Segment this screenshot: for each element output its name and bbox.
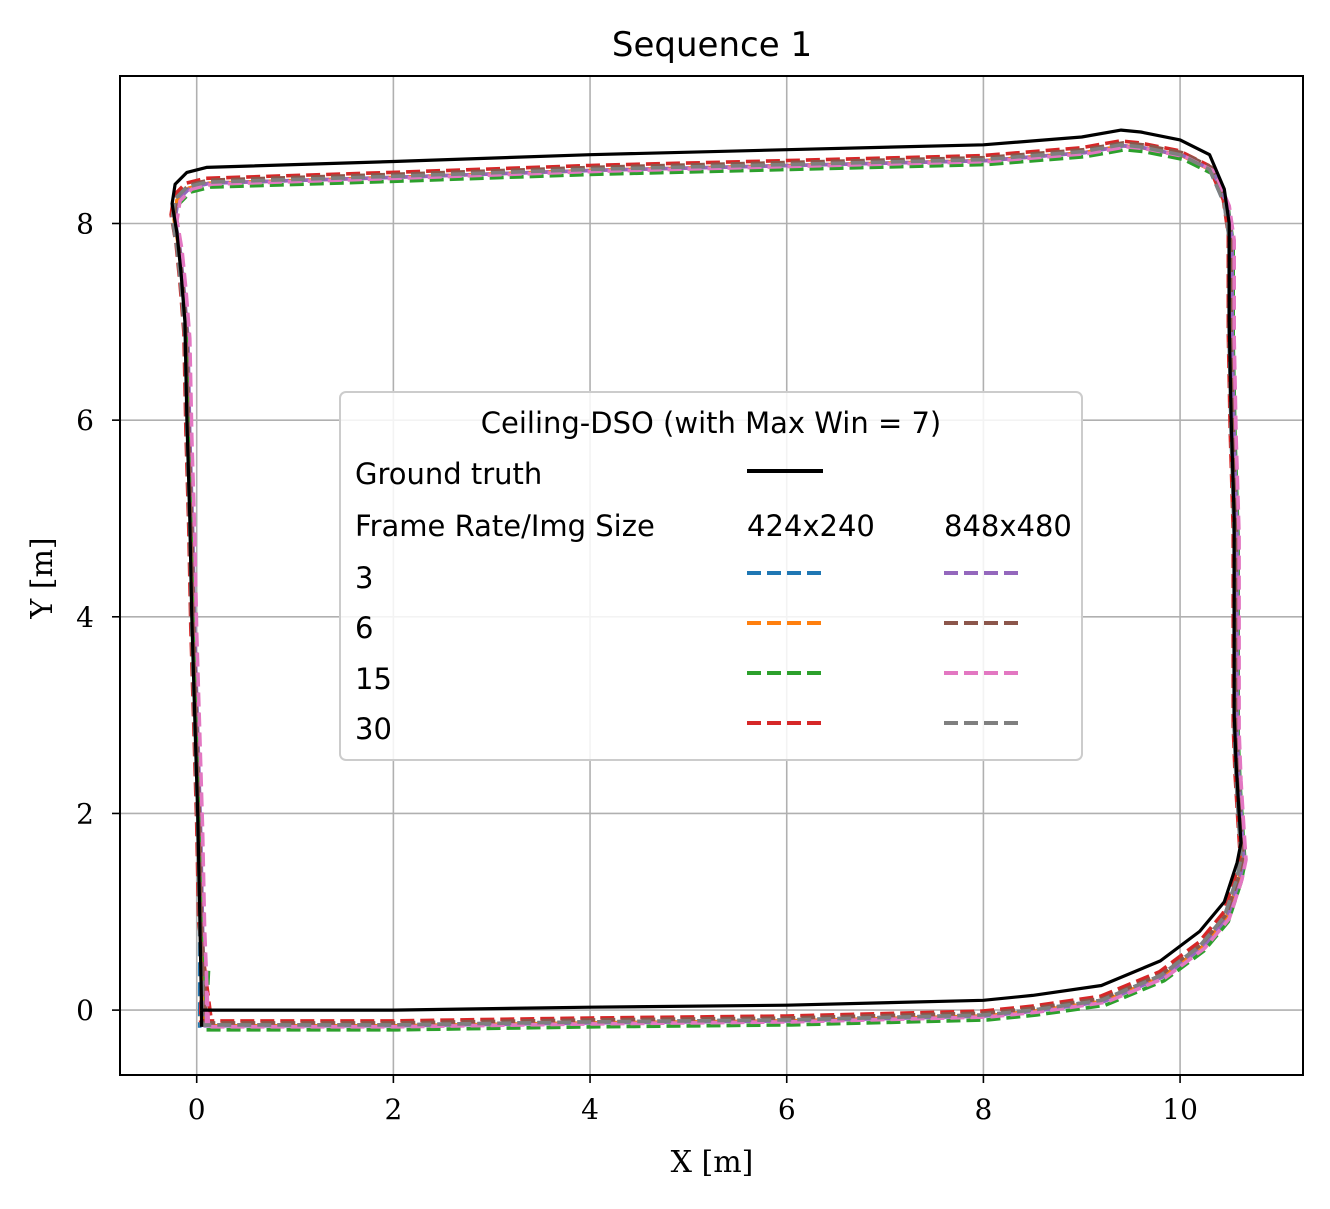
ground-truth-line — [170, 128, 1243, 1012]
x-axis-label: X [m] — [671, 1145, 754, 1180]
y-tick-label: 0 — [76, 994, 94, 1027]
y-tick-label: 4 — [76, 601, 94, 634]
x-tick-label: 0 — [188, 1093, 206, 1126]
legend-row-6: 6 — [355, 611, 373, 645]
x-tick-label: 10 — [1162, 1093, 1198, 1126]
ground-truth-layer — [170, 128, 1243, 1027]
legend-column-424x240: 424x240 — [747, 509, 875, 543]
legend-column-848x480: 848x480 — [944, 509, 1072, 543]
series-line-15-848x480 — [175, 145, 1248, 1029]
legend-ground-truth-label: Ground truth — [355, 457, 542, 491]
y-tick-label: 8 — [76, 207, 94, 240]
legend-row-15: 15 — [355, 662, 392, 696]
y-tick-label: 6 — [76, 404, 94, 437]
x-tick-label: 6 — [778, 1093, 796, 1126]
legend-row-30: 30 — [355, 712, 392, 746]
legend-title: Ceiling-DSO (with Max Win = 7) — [481, 406, 942, 440]
plot-frame — [119, 75, 1304, 1076]
x-tick-label: 8 — [974, 1093, 992, 1126]
series-layer — [169, 139, 1248, 1032]
y-tick-label: 2 — [76, 797, 94, 830]
legend-header-label: Frame Rate/Img Size — [355, 509, 655, 543]
y-axis: 0 2 4 6 8 — [76, 207, 120, 1027]
legend-swatches — [747, 571, 1020, 725]
series-line-30-848x480 — [170, 143, 1243, 1027]
legend: Ceiling-DSO (with Max Win = 7) Ground tr… — [339, 391, 1083, 761]
legend-row-3: 3 — [355, 561, 373, 595]
x-axis: 0 2 4 6 8 10 — [188, 1075, 1198, 1126]
y-axis-label: Y [m] — [25, 537, 60, 619]
x-tick-label: 4 — [581, 1093, 599, 1126]
legend-box — [339, 391, 1083, 761]
x-tick-label: 2 — [384, 1093, 402, 1126]
chart-title: Sequence 1 — [612, 25, 812, 65]
